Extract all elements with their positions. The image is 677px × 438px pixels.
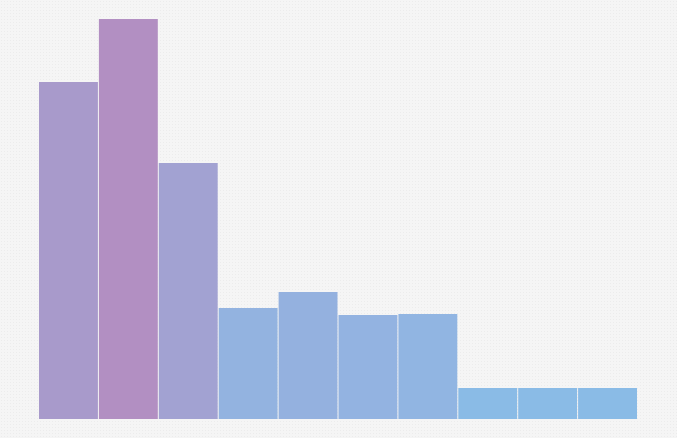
bar-10	[578, 388, 637, 419]
bar-7	[398, 314, 458, 419]
bar-1	[39, 82, 98, 419]
bar-2	[98, 19, 158, 419]
bar-3	[158, 163, 218, 419]
bar-9	[518, 388, 578, 419]
bar-4	[218, 308, 278, 419]
bar-8	[458, 388, 518, 419]
bar-6	[338, 315, 398, 419]
bar-5	[278, 292, 338, 419]
